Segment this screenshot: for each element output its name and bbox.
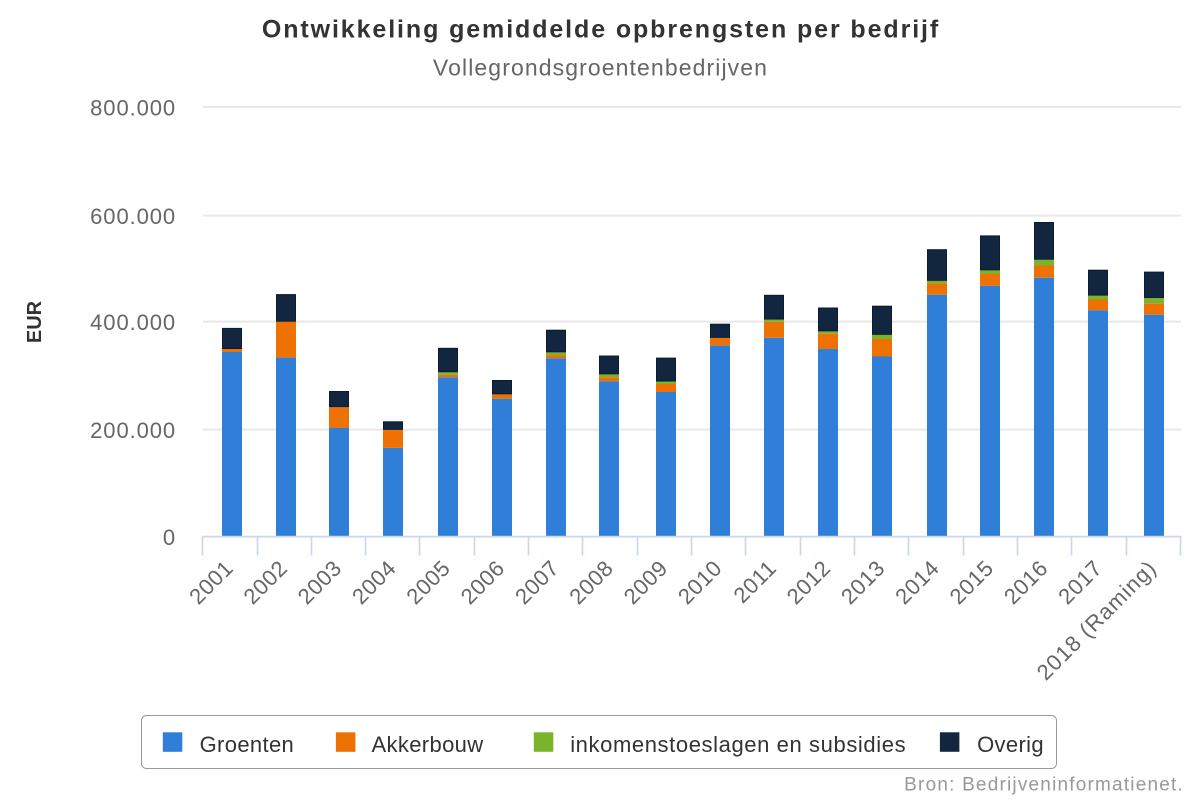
svg-text:0: 0 bbox=[163, 525, 176, 550]
svg-text:800.000: 800.000 bbox=[90, 96, 176, 121]
svg-text:200.000: 200.000 bbox=[90, 418, 176, 443]
svg-text:Bron: Bedrijveninformatienet.: Bron: Bedrijveninformatienet. bbox=[904, 774, 1184, 795]
svg-text:inkomenstoeslagen en subsidies: inkomenstoeslagen en subsidies bbox=[570, 732, 906, 757]
svg-text:Ontwikkeling gemiddelde opbren: Ontwikkeling gemiddelde opbrengsten per … bbox=[262, 16, 940, 44]
svg-text:Akkerbouw: Akkerbouw bbox=[372, 732, 484, 757]
svg-text:EUR: EUR bbox=[24, 300, 46, 343]
svg-text:Groenten: Groenten bbox=[200, 732, 295, 757]
svg-text:Overig: Overig bbox=[977, 732, 1044, 757]
svg-text:600.000: 600.000 bbox=[90, 204, 176, 229]
svg-text:400.000: 400.000 bbox=[90, 310, 176, 335]
svg-text:Vollegrondsgroentenbedrijven: Vollegrondsgroentenbedrijven bbox=[433, 54, 768, 80]
